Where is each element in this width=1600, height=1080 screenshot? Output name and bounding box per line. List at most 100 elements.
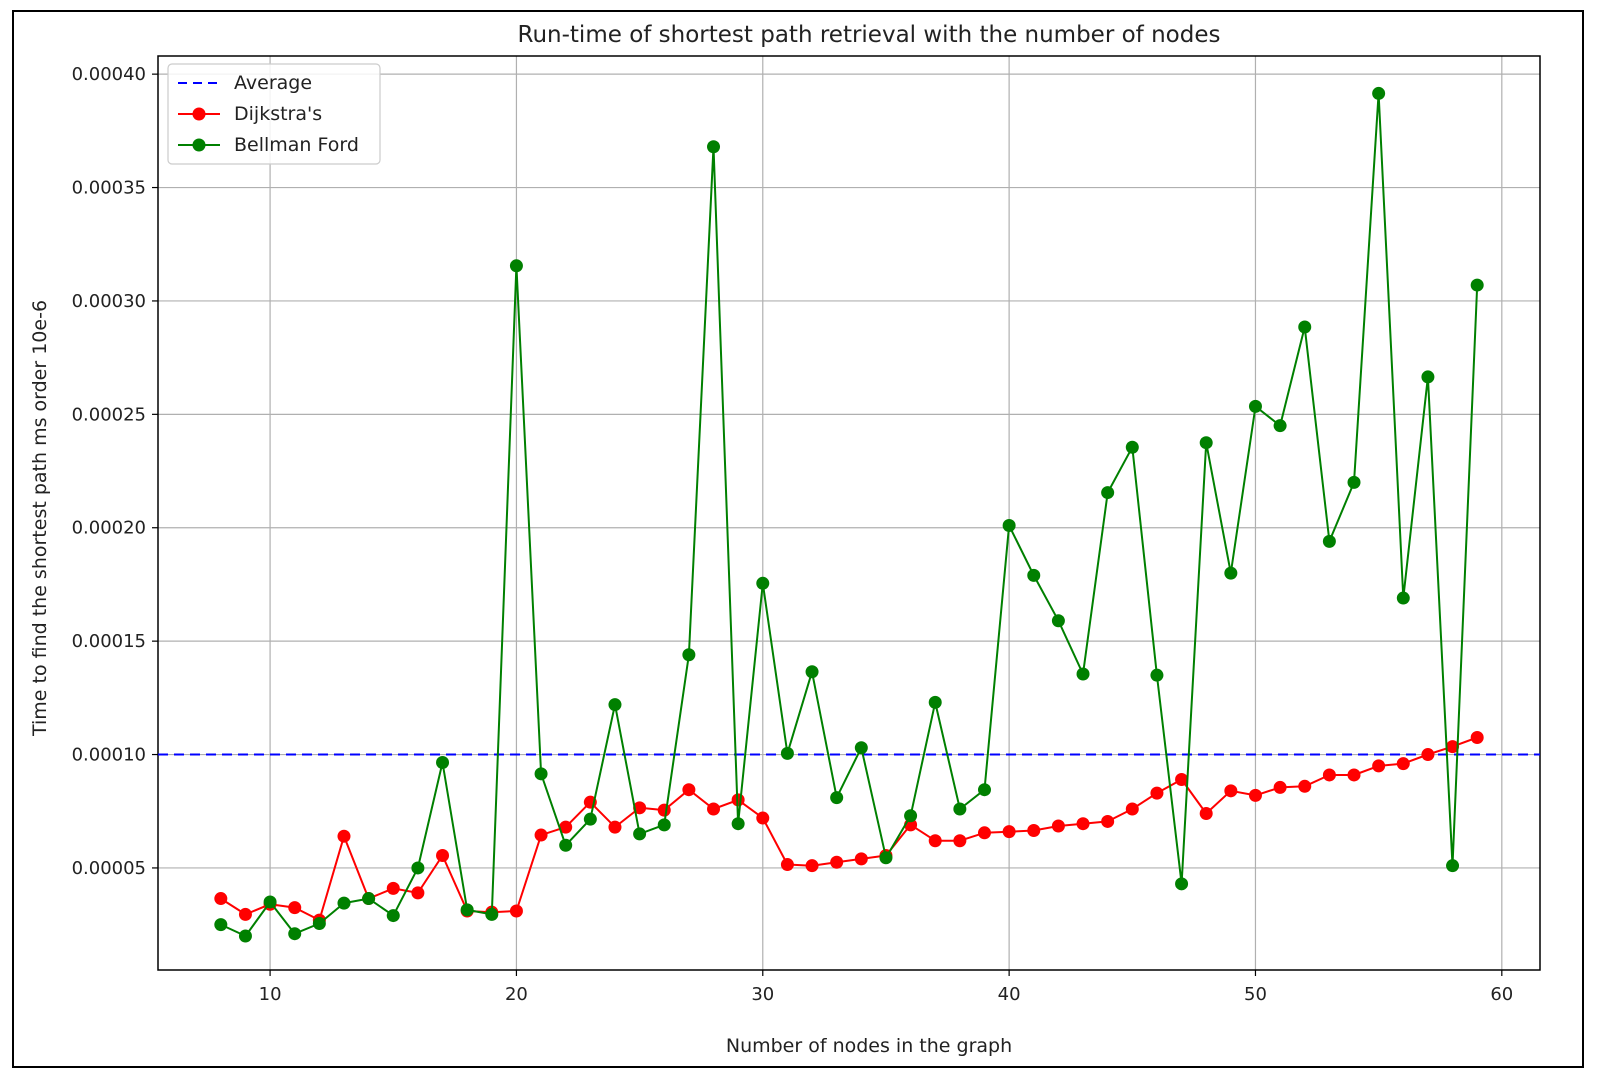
data-point-bellman-ford	[977, 783, 991, 797]
data-point-bellman-ford	[559, 838, 573, 852]
data-point-bellman-ford	[1248, 399, 1262, 413]
data-point-bellman-ford	[411, 861, 425, 875]
data-point-bellman-ford	[1027, 568, 1041, 582]
data-point-bellman-ford	[1470, 278, 1484, 292]
data-point-bellman-ford	[1446, 859, 1460, 873]
data-point-dijkstra-s	[214, 892, 228, 906]
data-point-bellman-ford	[1125, 440, 1139, 454]
data-point-bellman-ford	[337, 896, 351, 910]
x-tick-label: 40	[998, 984, 1021, 1005]
x-tick-label: 30	[751, 984, 774, 1005]
data-point-bellman-ford	[904, 809, 918, 823]
data-point-dijkstra-s	[436, 848, 450, 862]
series-line-dijkstra-s	[220, 736, 1478, 922]
data-point-bellman-ford	[780, 746, 794, 760]
data-point-bellman-ford	[1224, 566, 1238, 580]
data-point-dijkstra-s	[559, 820, 573, 834]
data-point-bellman-ford	[731, 817, 745, 831]
series-dijkstra-s	[214, 731, 1484, 927]
grid-lines	[158, 56, 1540, 970]
legend-average-label: Average	[234, 72, 312, 94]
y-tick-label: 0.00025	[72, 404, 146, 425]
data-point-dijkstra-s	[633, 801, 647, 815]
data-point-dijkstra-s	[411, 886, 425, 900]
data-point-bellman-ford	[1002, 518, 1016, 532]
series-line-bellman-ford	[220, 92, 1479, 937]
data-point-bellman-ford	[534, 767, 548, 781]
data-point-bellman-ford	[436, 755, 450, 769]
legend-dijkstra-swatch-marker	[192, 107, 206, 121]
data-point-dijkstra-s	[238, 907, 252, 921]
x-tick-label: 10	[259, 984, 282, 1005]
data-point-dijkstra-s	[1101, 814, 1115, 828]
data-point-dijkstra-s	[977, 826, 991, 840]
legend-dijkstra-label: Dijkstra's	[234, 103, 322, 125]
data-point-dijkstra-s	[288, 901, 302, 915]
data-point-bellman-ford	[1273, 419, 1287, 433]
data-point-dijkstra-s	[682, 783, 696, 797]
x-tick-label: 60	[1490, 984, 1513, 1005]
x-axis-ticks: 10 20 30 40 50 60	[259, 970, 1513, 1005]
data-point-bellman-ford	[1051, 614, 1065, 628]
data-point-bellman-ford	[608, 698, 622, 712]
data-point-bellman-ford	[583, 812, 597, 826]
x-axis-label: Number of nodes in the graph	[726, 1035, 1012, 1057]
data-point-bellman-ford	[238, 929, 252, 943]
series-layer	[214, 86, 1484, 943]
data-point-bellman-ford	[879, 851, 893, 865]
data-point-dijkstra-s	[608, 820, 622, 834]
y-tick-label: 0.00010	[72, 745, 146, 766]
data-point-dijkstra-s	[1372, 759, 1386, 773]
data-point-dijkstra-s	[707, 802, 721, 816]
data-point-bellman-ford	[928, 695, 942, 709]
data-point-dijkstra-s	[1446, 740, 1460, 754]
data-point-dijkstra-s	[953, 834, 967, 848]
y-tick-label: 0.00020	[72, 518, 146, 539]
y-tick-label: 0.00040	[72, 64, 146, 85]
y-tick-label: 0.00015	[72, 631, 146, 652]
data-point-dijkstra-s	[1027, 824, 1041, 838]
data-point-dijkstra-s	[1322, 768, 1336, 782]
data-point-dijkstra-s	[1076, 817, 1090, 831]
data-point-bellman-ford	[509, 259, 523, 273]
data-point-bellman-ford	[830, 791, 844, 805]
x-tick-label: 50	[1244, 984, 1267, 1005]
data-point-dijkstra-s	[1125, 802, 1139, 816]
series-bellman-ford	[214, 86, 1484, 943]
data-point-bellman-ford	[1076, 667, 1090, 681]
data-point-dijkstra-s	[337, 829, 351, 843]
legend: Average Dijkstra's Bellman Ford	[167, 63, 381, 165]
data-point-dijkstra-s	[854, 852, 868, 866]
y-axis-label: Time to find the shortest path ms order …	[29, 300, 51, 737]
data-point-dijkstra-s	[928, 834, 942, 848]
data-point-bellman-ford	[288, 927, 302, 941]
data-point-bellman-ford	[214, 918, 228, 932]
data-point-dijkstra-s	[830, 855, 844, 869]
data-point-bellman-ford	[854, 741, 868, 755]
data-point-bellman-ford	[460, 903, 474, 917]
data-point-bellman-ford	[263, 895, 277, 909]
y-tick-label: 0.00035	[72, 178, 146, 199]
data-point-bellman-ford	[1347, 475, 1361, 489]
data-point-dijkstra-s	[657, 803, 671, 817]
data-point-bellman-ford	[657, 818, 671, 832]
data-point-bellman-ford	[485, 907, 499, 921]
data-point-dijkstra-s	[1175, 772, 1189, 786]
data-point-bellman-ford	[953, 802, 967, 816]
data-point-bellman-ford	[312, 917, 326, 931]
data-point-dijkstra-s	[805, 859, 819, 873]
data-point-dijkstra-s	[756, 811, 770, 825]
chart-title: Run-time of shortest path retrieval with…	[518, 22, 1221, 48]
data-point-bellman-ford	[1101, 486, 1115, 500]
data-point-dijkstra-s	[509, 904, 523, 918]
data-point-dijkstra-s	[1224, 784, 1238, 798]
legend-bellman-ford-swatch-marker	[192, 138, 206, 152]
data-point-dijkstra-s	[1273, 780, 1287, 794]
data-point-bellman-ford	[1298, 320, 1312, 334]
y-tick-label: 0.00005	[72, 858, 146, 879]
data-point-dijkstra-s	[1347, 768, 1361, 782]
data-point-dijkstra-s	[780, 858, 794, 872]
data-point-bellman-ford	[633, 827, 647, 841]
data-point-bellman-ford	[1421, 370, 1435, 384]
